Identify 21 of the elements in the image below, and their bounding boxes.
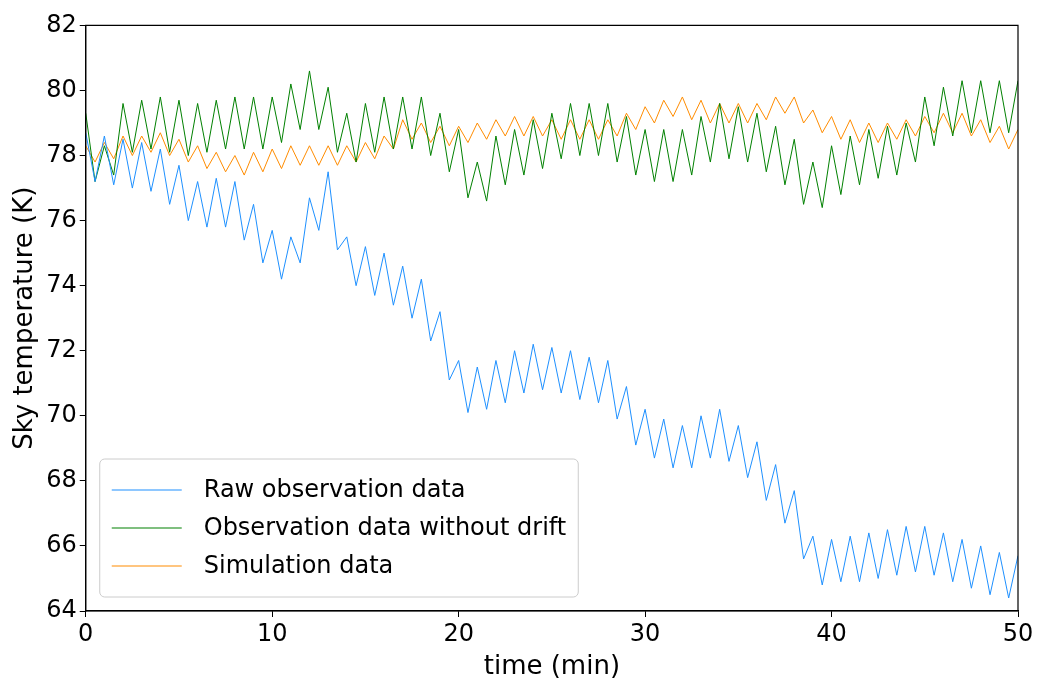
y-axis-title: Sky temperature (K) — [8, 186, 39, 450]
legend-label: Observation data without drift — [203, 513, 567, 542]
y-tick-label: 70 — [46, 400, 77, 429]
y-tick-label: 80 — [46, 74, 77, 103]
x-axis-title: time (min) — [483, 650, 621, 681]
x-tick-label: 30 — [629, 618, 661, 647]
y-tick-label: 64 — [46, 595, 77, 624]
y-tick-label: 76 — [46, 204, 77, 233]
legend-label: Simulation data — [203, 551, 394, 580]
x-tick-label: 0 — [78, 618, 94, 647]
legend-label: Raw observation data — [203, 475, 466, 504]
y-tick-label: 68 — [46, 465, 77, 494]
x-tick-label: 40 — [816, 618, 847, 647]
x-tick-label: 50 — [1002, 618, 1034, 647]
y-tick-label: 74 — [46, 269, 77, 298]
x-tick-label: 10 — [256, 618, 288, 647]
y-tick-label: 66 — [46, 530, 77, 559]
x-tick-label: 20 — [443, 618, 474, 647]
y-tick-label: 82 — [46, 9, 77, 38]
y-tick-label: 72 — [46, 334, 77, 363]
y-tick-label: 78 — [46, 139, 77, 168]
